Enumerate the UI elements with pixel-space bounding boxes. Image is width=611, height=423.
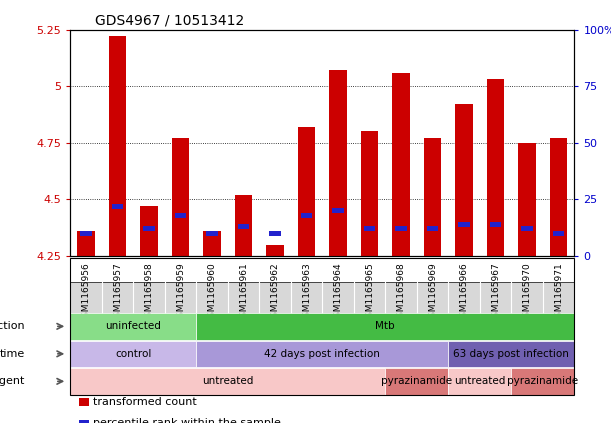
Text: control: control bbox=[115, 349, 152, 359]
Text: uninfected: uninfected bbox=[105, 321, 161, 331]
Bar bbox=[203, 231, 221, 256]
Bar bbox=[458, 222, 470, 227]
Text: agent: agent bbox=[0, 376, 24, 386]
Text: Mtb: Mtb bbox=[376, 321, 395, 331]
Bar bbox=[172, 138, 189, 256]
Bar bbox=[332, 208, 343, 213]
Bar bbox=[238, 224, 249, 229]
Bar bbox=[455, 104, 473, 256]
Bar bbox=[329, 70, 346, 256]
Text: untreated: untreated bbox=[454, 376, 505, 386]
Bar bbox=[269, 231, 280, 236]
Bar bbox=[518, 143, 536, 256]
Bar bbox=[553, 231, 564, 236]
Text: time: time bbox=[0, 349, 24, 359]
Bar bbox=[207, 231, 218, 236]
Text: GDS4967 / 10513412: GDS4967 / 10513412 bbox=[95, 13, 245, 27]
Bar bbox=[141, 206, 158, 256]
Bar bbox=[112, 203, 123, 209]
Bar bbox=[109, 36, 126, 256]
Bar bbox=[395, 226, 407, 231]
Bar bbox=[392, 73, 410, 256]
Text: percentile rank within the sample: percentile rank within the sample bbox=[93, 418, 280, 423]
Text: untreated: untreated bbox=[202, 376, 254, 386]
Text: 42 days post infection: 42 days post infection bbox=[265, 349, 380, 359]
Bar bbox=[487, 80, 504, 256]
Bar bbox=[550, 138, 567, 256]
Bar bbox=[301, 213, 312, 218]
Bar bbox=[298, 127, 315, 256]
Bar bbox=[427, 226, 438, 231]
Bar bbox=[361, 132, 378, 256]
Bar bbox=[364, 226, 375, 231]
Text: infection: infection bbox=[0, 321, 24, 331]
Bar bbox=[81, 231, 92, 236]
Bar bbox=[175, 213, 186, 218]
Bar bbox=[235, 195, 252, 256]
Bar bbox=[144, 226, 155, 231]
Text: 63 days post infection: 63 days post infection bbox=[453, 349, 569, 359]
Bar bbox=[266, 244, 284, 256]
Bar bbox=[78, 231, 95, 256]
Bar bbox=[521, 226, 533, 231]
Text: transformed count: transformed count bbox=[93, 397, 197, 407]
Bar bbox=[424, 138, 441, 256]
Text: pyrazinamide: pyrazinamide bbox=[381, 376, 452, 386]
Bar bbox=[490, 222, 501, 227]
Text: pyrazinamide: pyrazinamide bbox=[507, 376, 579, 386]
